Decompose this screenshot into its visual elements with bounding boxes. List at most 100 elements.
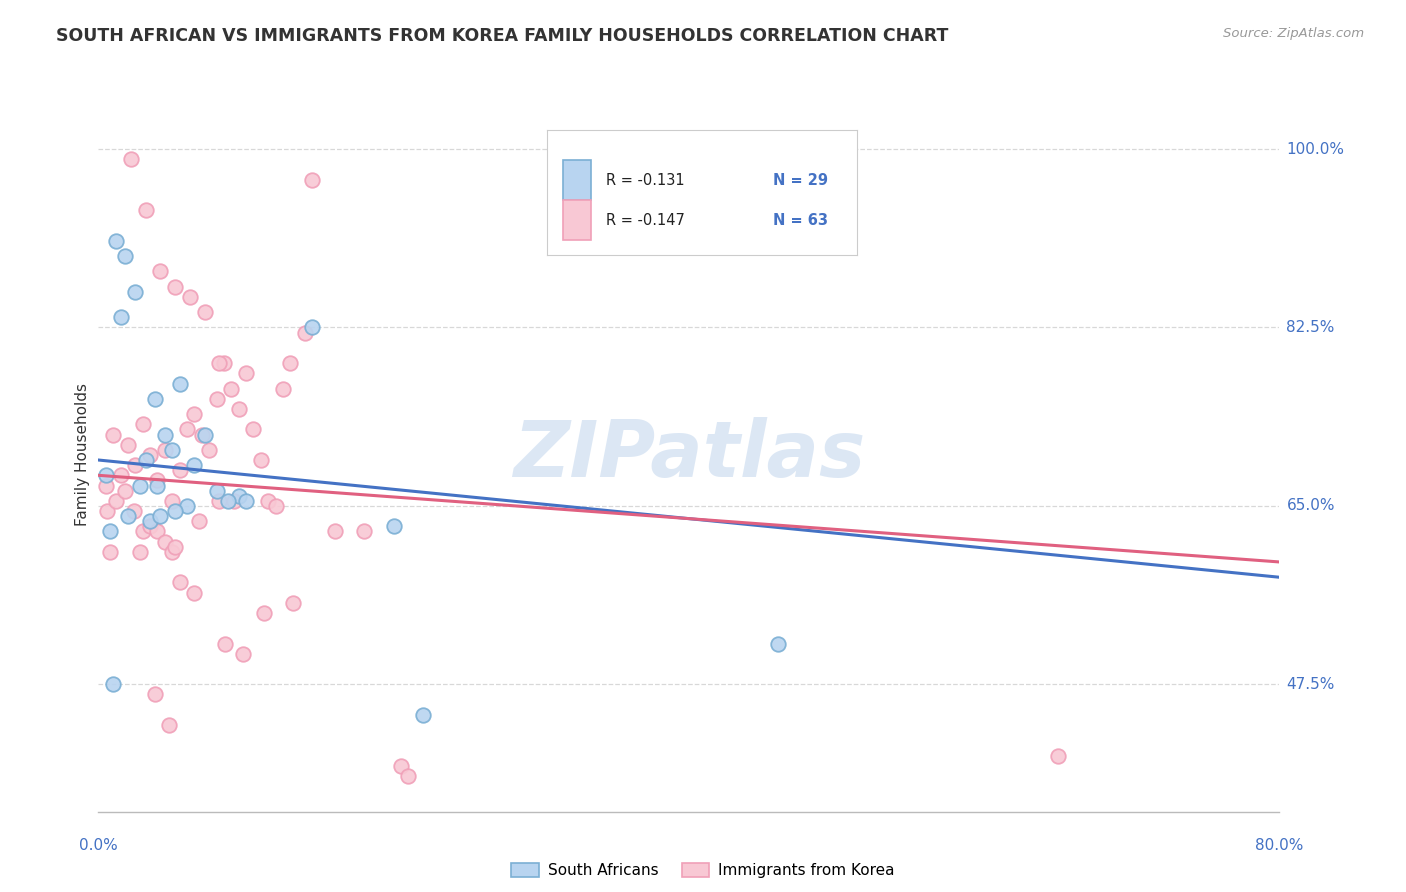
Point — [232, 647, 254, 661]
Point — [194, 305, 217, 319]
Point — [183, 585, 205, 599]
Point — [96, 504, 118, 518]
Point — [176, 499, 198, 513]
Text: R = -0.147: R = -0.147 — [606, 212, 685, 227]
Point — [146, 524, 169, 539]
Point — [162, 442, 183, 457]
Point — [766, 636, 789, 650]
Point — [235, 367, 257, 381]
Point — [396, 769, 419, 783]
Point — [146, 474, 169, 488]
Point — [135, 203, 157, 218]
Point — [149, 509, 172, 524]
Point — [191, 427, 214, 442]
Point — [212, 356, 235, 370]
Point — [165, 279, 187, 293]
Point — [205, 483, 228, 498]
Text: N = 29: N = 29 — [773, 173, 828, 187]
Point — [139, 514, 162, 528]
Text: 0.0%: 0.0% — [79, 838, 118, 854]
Text: R = -0.131: R = -0.131 — [606, 173, 685, 187]
Point — [124, 285, 146, 299]
Point — [165, 540, 187, 554]
Point — [169, 463, 191, 477]
Text: N = 63: N = 63 — [773, 212, 828, 227]
Point — [187, 514, 209, 528]
Point — [278, 356, 302, 370]
Point — [271, 382, 294, 396]
Point — [143, 688, 166, 702]
Point — [228, 402, 250, 417]
Point — [294, 326, 316, 340]
Point — [128, 545, 150, 559]
Text: 80.0%: 80.0% — [1256, 838, 1303, 854]
Point — [198, 442, 221, 457]
Point — [143, 392, 166, 406]
Point — [217, 493, 239, 508]
Point — [242, 422, 264, 436]
Point — [194, 427, 217, 442]
Point — [183, 458, 205, 472]
Point — [132, 417, 155, 432]
Point — [105, 493, 128, 508]
Point — [183, 407, 205, 421]
Legend: South Africans, Immigrants from Korea: South Africans, Immigrants from Korea — [505, 856, 901, 884]
Point — [149, 264, 172, 278]
Point — [122, 504, 145, 518]
Text: 82.5%: 82.5% — [1286, 320, 1334, 335]
Point — [153, 427, 176, 442]
Text: Source: ZipAtlas.com: Source: ZipAtlas.com — [1223, 27, 1364, 40]
Point — [157, 718, 180, 732]
Point — [120, 153, 142, 167]
Point — [146, 478, 169, 492]
Point — [235, 493, 257, 508]
Point — [264, 499, 287, 513]
Bar — [562, 161, 591, 200]
Point — [162, 493, 183, 508]
Point — [176, 422, 198, 436]
Point — [162, 545, 183, 559]
Bar — [562, 200, 591, 240]
Point — [98, 545, 121, 559]
Point — [301, 320, 323, 334]
Point — [205, 392, 228, 406]
Point — [117, 509, 139, 524]
Point — [323, 524, 346, 539]
Point — [124, 458, 146, 472]
Point — [283, 596, 305, 610]
Text: SOUTH AFRICAN VS IMMIGRANTS FROM KOREA FAMILY HOUSEHOLDS CORRELATION CHART: SOUTH AFRICAN VS IMMIGRANTS FROM KOREA F… — [56, 27, 949, 45]
Point — [135, 453, 157, 467]
Point — [94, 478, 117, 492]
Point — [214, 636, 236, 650]
Point — [128, 478, 150, 492]
Point — [114, 483, 136, 498]
Point — [1046, 748, 1069, 763]
Y-axis label: Family Households: Family Households — [75, 384, 90, 526]
Point — [132, 524, 155, 539]
Point — [110, 310, 132, 325]
Point — [103, 427, 125, 442]
Point — [103, 677, 125, 691]
Point — [412, 707, 434, 722]
Text: 47.5%: 47.5% — [1286, 677, 1334, 692]
Point — [257, 493, 280, 508]
Point — [153, 534, 176, 549]
Point — [105, 234, 128, 248]
Point — [165, 504, 187, 518]
Point — [301, 172, 323, 186]
Point — [139, 448, 162, 462]
Text: 65.0%: 65.0% — [1286, 499, 1334, 514]
Point — [169, 376, 191, 391]
Point — [219, 382, 243, 396]
Point — [224, 493, 246, 508]
Point — [208, 356, 231, 370]
Point — [228, 489, 250, 503]
Point — [110, 468, 132, 483]
Point — [153, 442, 176, 457]
Text: ZIPatlas: ZIPatlas — [513, 417, 865, 493]
Point — [139, 519, 162, 533]
Point — [114, 249, 136, 263]
Text: 100.0%: 100.0% — [1286, 142, 1344, 157]
Point — [353, 524, 375, 539]
Point — [117, 438, 139, 452]
